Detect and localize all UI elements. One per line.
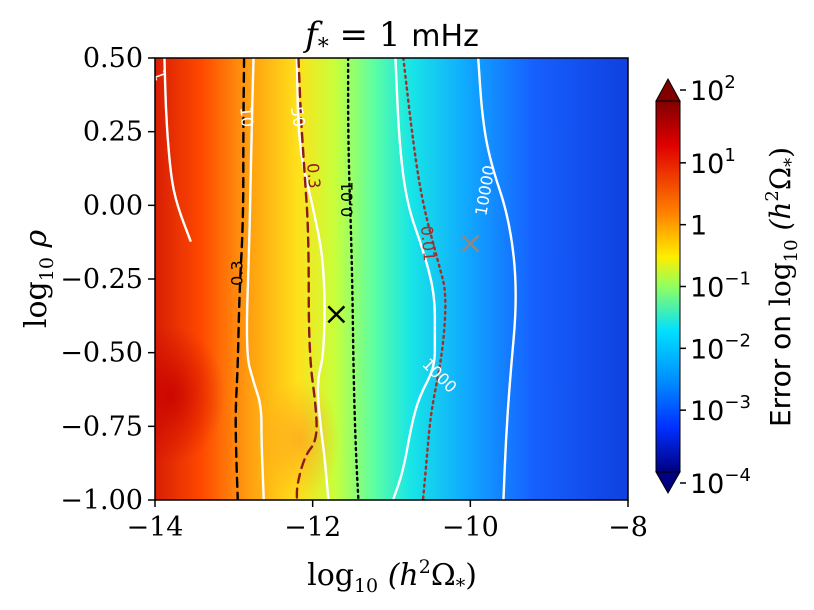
contour-line-0-3-dashed	[295, 58, 318, 500]
y-axis-label: log10 ρ	[19, 230, 58, 329]
contour-line-50-solid	[295, 58, 330, 500]
colorbar-label: Error on log10 (h2Ω*)	[762, 147, 802, 427]
contour-layer	[163, 58, 517, 500]
colorbar-extend-top	[655, 77, 681, 102]
chart-title: f* = 1 mHz	[302, 15, 479, 60]
colorbar-gradient	[655, 100, 681, 473]
contour-label-50: 50	[287, 105, 309, 128]
marker-x-stroke	[327, 305, 346, 324]
contour-label-0-3: 0.3	[303, 162, 324, 189]
contour-line-10000-solid	[477, 58, 517, 500]
colorbar-extend-bottom	[655, 471, 681, 495]
x-tick-label: −12	[284, 512, 341, 543]
marker-x-1	[327, 305, 346, 324]
x-tick-label: −14	[127, 512, 184, 543]
colorbar-tick-label: 10−1	[690, 269, 751, 304]
y-tick-label: −0.75	[60, 411, 143, 442]
colorbar-tick-label: 101	[690, 145, 736, 180]
marker-x-stroke	[461, 234, 480, 253]
x-tick-label: −8	[608, 512, 648, 543]
colorbar-tick-label: 10−4	[690, 465, 751, 500]
colorbar-tick-label: 10−2	[690, 330, 751, 365]
contour-line-0-01-dotted	[346, 58, 360, 500]
contour-label-0-3: 0.3	[227, 260, 246, 285]
colorbar-tick-label: 10−3	[690, 392, 751, 427]
contour-line-1000-solid	[391, 58, 437, 500]
y-tick-label: 0.25	[83, 117, 143, 148]
marker-layer	[327, 234, 480, 324]
y-tick-label: 0.50	[83, 43, 143, 74]
contour-line-0-01-dotted	[402, 58, 447, 500]
contour-label-10: 10	[236, 106, 257, 128]
contour-label-0-01: 0.01	[338, 182, 357, 218]
y-tick-label: −1.00	[60, 485, 143, 516]
axis-layer: −14 −12 −10 −8 0.50 0.25 0.00 −0.25 −0.50 −0.75 −1…	[60, 43, 648, 543]
x-axis-label: log10 (h2Ω*)	[307, 556, 477, 597]
heatmap-field	[155, 58, 628, 500]
y-tick-label: −0.50	[60, 338, 143, 369]
marker-x-2	[461, 234, 480, 253]
colorbar-tick-label: 102	[690, 72, 736, 107]
y-tick-label: 0.00	[83, 190, 143, 221]
contour-line-1-solid	[163, 58, 192, 242]
contour-line-0-3-dashed	[234, 58, 246, 500]
contour-label-0-01: 0.01	[417, 225, 439, 262]
y-tick-label: −0.25	[60, 264, 143, 295]
colorbar-tick-label: 1	[690, 211, 707, 242]
colorbar: 102 101 1 10−1 10−2 10−3 10−4 Error on log10 (…	[655, 72, 802, 500]
colorbar-ticks: 102 101 1 10−1 10−2 10−3 10−4	[680, 72, 751, 500]
x-tick-label: −10	[442, 512, 499, 543]
contour-line-10-solid	[245, 58, 265, 500]
